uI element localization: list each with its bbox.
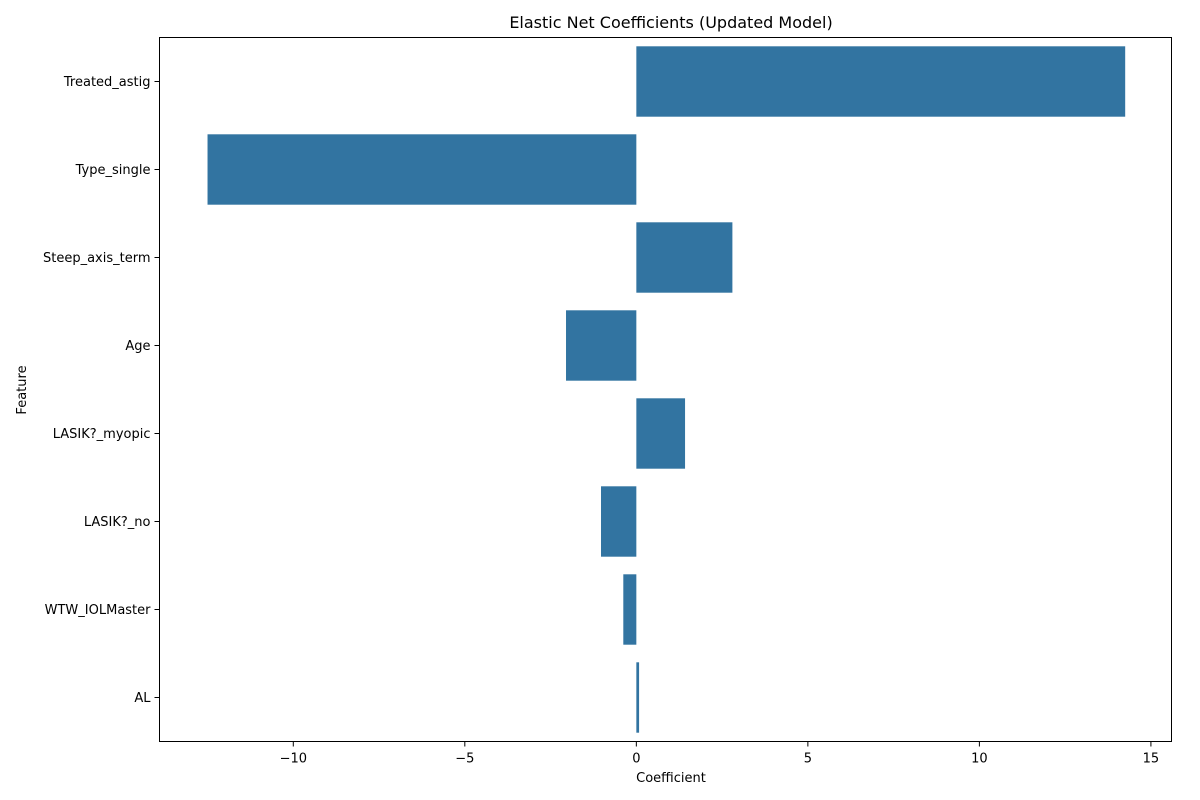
x-tick-label: −10 bbox=[280, 752, 307, 767]
bar-steep-axis-term bbox=[636, 222, 733, 293]
chart-title: Elastic Net Coefficients (Updated Model) bbox=[509, 13, 832, 32]
bar-lasik-no bbox=[601, 486, 637, 557]
x-axis-label: Coefficient bbox=[636, 771, 706, 786]
y-tick-label: AL bbox=[134, 691, 151, 706]
x-tick-label: 5 bbox=[804, 752, 812, 767]
plot-frame bbox=[159, 37, 1172, 742]
y-axis-ticks: Treated_astig Type_single Steep_axis_term A… bbox=[43, 75, 160, 706]
x-axis-ticks: −10 −5 0 5 10 15 bbox=[280, 741, 1160, 767]
bar-al bbox=[636, 662, 640, 733]
y-axis-label: Feature bbox=[15, 365, 30, 414]
bar-age bbox=[566, 310, 637, 381]
y-tick-label: LASIK?_myopic bbox=[53, 427, 151, 442]
x-tick-label: 15 bbox=[1143, 752, 1160, 767]
y-tick-label: Treated_astig bbox=[63, 75, 151, 90]
x-tick-label: −5 bbox=[455, 752, 474, 767]
y-tick-label: Steep_axis_term bbox=[43, 251, 151, 266]
y-tick-label: WTW_IOLMaster bbox=[45, 603, 152, 618]
y-tick-label: Type_single bbox=[75, 163, 151, 178]
x-tick-label: 0 bbox=[632, 752, 640, 767]
bars-layer bbox=[207, 46, 1126, 733]
y-tick-label: LASIK?_no bbox=[84, 515, 151, 530]
x-tick-label: 10 bbox=[971, 752, 988, 767]
y-tick-label: Age bbox=[125, 339, 150, 354]
bar-treated-astig bbox=[636, 46, 1126, 117]
bar-lasik-myopic bbox=[636, 398, 686, 469]
bar-wtw-iolmaster bbox=[623, 574, 637, 645]
bar-type-single bbox=[207, 134, 637, 205]
